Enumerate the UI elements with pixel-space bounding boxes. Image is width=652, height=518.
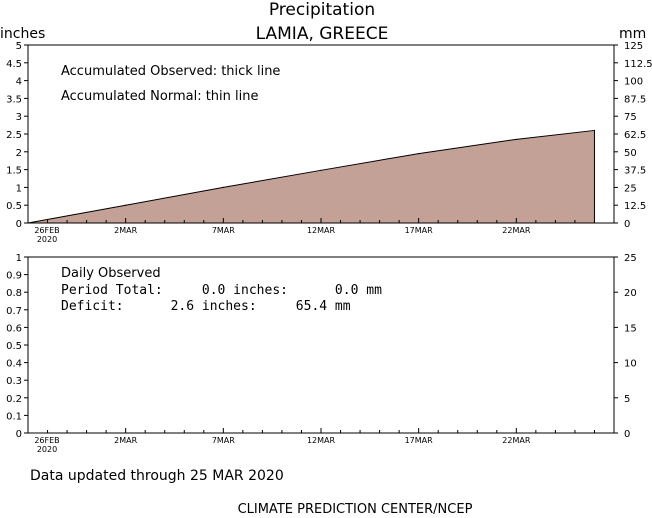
x-tick-sublabel: 2020 [37,235,57,244]
y-tick-label-left: 1 [16,183,22,194]
x-tick-label: 17MAR [405,226,434,235]
daily-panel: 0 0.1 0.2 0.3 0.4 0.5 0.6 0.7 0.8 0.9 1 0 5 10 15 20 25… [6,253,637,454]
y-tick-label-right: 62.5 [624,130,646,141]
y-tick-label-left: 0.6 [6,323,22,334]
y-tick-label-left: 0 [16,429,22,440]
accumulated-point [125,204,127,206]
y-tick-label-right: 25 [624,253,637,264]
y-tick-label-left: 0.5 [6,341,22,352]
accumulated-point [320,169,322,171]
y-tick-label-left: 0.3 [6,376,22,387]
y-tick-label-left: 0.4 [6,359,22,370]
y-tick-label-left: 0.9 [6,271,22,282]
y-tick-label-right: 0 [624,219,630,230]
annotation-period-total: Period Total: 0.0 inches: 0.0 mm [61,283,382,298]
x-tick-label: 7MAR [212,436,235,445]
y-tick-label-right: 100 [624,77,643,88]
annotation-normal: Accumulated Normal: thin line [61,89,259,104]
annotation-observed: Accumulated Observed: thick line [61,64,280,79]
y-tick-label-left: 4 [16,77,22,88]
y-tick-label-right: 15 [624,323,637,334]
y-tick-label-left: 2 [16,148,22,159]
y-tick-label-right: 25 [624,183,637,194]
y-tick-label-right: 5 [624,394,630,405]
y-tick-label-left: 1 [16,253,22,264]
accumulated-point [418,152,420,155]
x-tick-label: 22MAR [502,436,531,445]
chart-title: Precipitation [269,0,375,20]
accumulated-panel: 0 0.5 1 1.5 2 2.5 3 3.5 4 4.5 5 0 12.5 25 37.5 50 62.5 7… [6,41,652,244]
chart-subtitle: LAMIA, GREECE [256,24,389,44]
annotation-deficit: Deficit: 2.6 inches: 65.4 mm [61,299,351,314]
y-tick-label-left: 3 [16,112,22,123]
y-tick-label-right: 125 [624,41,643,52]
y-tick-label-right: 12.5 [624,201,646,212]
y-tick-label-left: 0.2 [6,394,22,405]
accumulated-area [27,129,596,224]
data-updated-note: Data updated through 25 MAR 2020 [30,468,284,484]
y-tick-label-left: 2.5 [6,130,22,141]
y-tick-label-left: 4.5 [6,59,22,70]
x-tick-label: 2MAR [114,436,137,445]
y-tick-label-left: 0 [16,219,22,230]
y-tick-label-right: 112.5 [624,59,652,70]
y-axis-left-ticks: 0 0.5 1 1.5 2 2.5 3 3.5 4 4.5 5 [6,41,28,230]
x-tick-label: 12MAR [307,436,336,445]
accumulated-normal-area [28,130,595,223]
x-tick-label: 2MAR [114,226,137,235]
y-tick-label-right: 75 [624,112,637,123]
x-tick-label: 22MAR [502,226,531,235]
y-tick-label-left: 0.7 [6,306,22,317]
accumulated-point [222,186,224,188]
y-axis-right-ticks: 0 12.5 25 37.5 50 62.5 75 87.5 100 112.5 125 [614,41,652,230]
y-tick-label-left: 3.5 [6,94,22,105]
accumulated-point [515,138,517,140]
y-axis-label-left: inches [0,26,45,42]
x-tick-label: 7MAR [212,226,235,235]
y-tick-label-left: 0.1 [6,411,22,422]
y-tick-label-right: 0 [624,429,630,440]
y-tick-label-left: 0.8 [6,288,22,299]
y-tick-label-left: 0.5 [6,201,22,212]
annotation-daily-observed: Daily Observed [61,266,161,281]
daily-y-axis-right-ticks: 0 5 10 15 20 25 [614,253,637,440]
y-tick-label-right: 50 [624,148,637,159]
y-tick-label-right: 37.5 [624,166,646,177]
x-tick-label: 26FEB [34,436,59,445]
x-tick-sublabel: 2020 [37,445,57,454]
x-tick-label: 12MAR [307,226,336,235]
y-tick-label-left: 1.5 [6,166,22,177]
y-tick-label-left: 5 [16,41,22,52]
credit-line: CLIMATE PREDICTION CENTER/NCEP [238,502,473,517]
x-tick-label: 26FEB [34,226,59,235]
x-tick-label: 17MAR [405,436,434,445]
daily-y-axis-left-ticks: 0 0.1 0.2 0.3 0.4 0.5 0.6 0.7 0.8 0.9 1 [6,253,28,440]
y-tick-label-right: 10 [624,359,637,370]
y-tick-label-right: 87.5 [624,94,646,105]
y-axis-label-right: mm [619,26,646,42]
y-tick-label-right: 20 [624,288,637,299]
